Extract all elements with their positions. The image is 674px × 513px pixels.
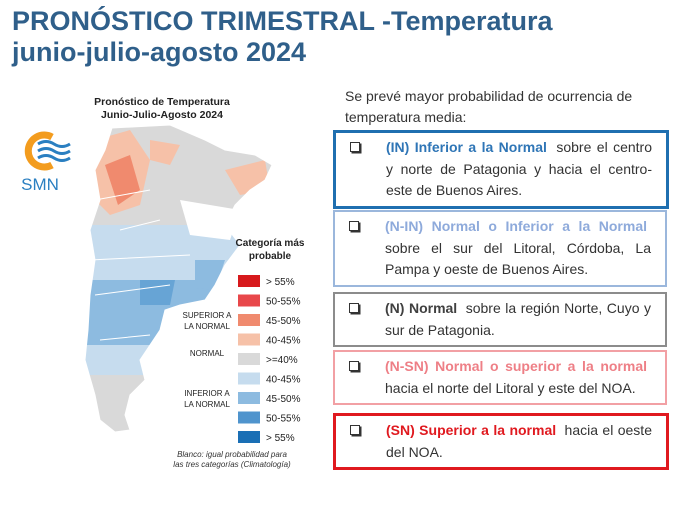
legend-label: > 55%: [266, 433, 295, 444]
box-description: sobre el centro y norte de Patagonia y h…: [386, 139, 653, 198]
box-code: (SN) Superior a la normal: [386, 422, 557, 438]
legend-title: Categoría más: [236, 238, 305, 249]
legend-swatch: [238, 392, 260, 404]
forecast-box: (N-IN) Normal o Inferior a la Normal sob…: [333, 210, 667, 287]
map-panel: SMN Pronóstico de Temperatura Junio-Juli…: [21, 96, 305, 469]
legend-swatch: [238, 333, 260, 346]
title-line: junio-julio-agosto 2024: [12, 37, 307, 67]
box-text: (IN) Inferior a la Normal sobre el centr…: [386, 137, 652, 202]
legend-label: 40-45%: [266, 375, 301, 386]
legend-group-label: INFERIOR A: [184, 389, 230, 398]
logo-waves: [37, 140, 71, 162]
legend-title: probable: [249, 251, 292, 262]
legend-group-label: NORMAL: [190, 349, 225, 358]
checkbox-icon: [349, 221, 359, 231]
box-text: (SN) Superior a la normal hacia el oeste…: [386, 420, 652, 463]
title-line: PRONÓSTICO TRIMESTRAL -Temperatura: [12, 6, 553, 36]
legend-label: 45-50%: [266, 394, 301, 405]
legend-swatch: [238, 372, 260, 385]
legend-swatch: [238, 314, 260, 326]
checkbox-icon: [349, 303, 359, 313]
box-text: (N-SN) Normal o superior a la normal hac…: [385, 356, 651, 399]
legend-swatch: [238, 353, 260, 365]
smn-logo: SMN: [21, 131, 71, 194]
box-code: (N-IN) Normal o Inferior a la Normal: [385, 218, 647, 234]
legend-label: >=40%: [266, 355, 298, 366]
legend-group-label: LA NORMAL: [184, 322, 230, 331]
legend: > 55% 50-55% 45-50% 40-45% >=40% 40-45% 45-50%…: [183, 275, 301, 444]
logo-arc: [24, 131, 54, 171]
map-note: Blanco: igual probabilidad para: [177, 450, 287, 459]
box-description: hacia el oeste del NOA.: [386, 422, 652, 460]
legend-label: 45-50%: [266, 316, 301, 327]
intro-text: Se prevé mayor probabilidad de ocurrenci…: [345, 88, 633, 125]
slide-title: PRONÓSTICO TRIMESTRAL -Temperatura junio…: [12, 6, 553, 68]
logo-text: SMN: [21, 175, 59, 194]
forecast-box: (SN) Superior a la normal hacia el oeste…: [333, 413, 669, 470]
legend-group-label: SUPERIOR A: [183, 311, 233, 320]
checkbox-icon: [350, 142, 360, 152]
forecast-box: (N) Normal sobre la región Norte, Cuyo y…: [333, 292, 667, 347]
legend-swatch: [238, 294, 260, 307]
forecast-box: (N-SN) Normal o superior a la normal hac…: [333, 350, 667, 405]
box-description: hacia el norte del Litoral y este del NO…: [385, 379, 636, 396]
box-description: sobre la región Norte, Cuyo y sur de Pat…: [385, 300, 652, 338]
legend-swatch: [238, 275, 260, 287]
legend-label: > 55%: [266, 277, 295, 288]
legend-group-label: LA NORMAL: [184, 400, 230, 409]
legend-label: 40-45%: [266, 336, 301, 347]
box-text: (N) Normal sobre la región Norte, Cuyo y…: [385, 298, 651, 341]
map-title: Pronóstico de Temperatura: [94, 96, 230, 108]
legend-label: 50-55%: [266, 297, 301, 308]
box-text: (N-IN) Normal o Inferior a la Normal sob…: [385, 216, 651, 281]
box-code: (IN) Inferior a la Normal: [386, 139, 547, 155]
box-description: sobre el sur del Litoral, Córdoba, La Pa…: [385, 239, 651, 278]
province-borders: [84, 124, 273, 433]
forecast-box: (IN) Inferior a la Normal sobre el centr…: [333, 130, 669, 209]
legend-swatch: [238, 411, 260, 424]
legend-swatch: [238, 431, 260, 443]
box-code: (N-SN) Normal o superior a la normal: [385, 358, 647, 374]
map-title: Junio-Julio-Agosto 2024: [101, 109, 223, 121]
map-note: las tres categorías (Climatología): [173, 460, 291, 469]
box-code: (N) Normal: [385, 300, 458, 316]
checkbox-icon: [349, 361, 359, 371]
legend-label: 50-55%: [266, 414, 301, 425]
checkbox-icon: [350, 425, 360, 435]
